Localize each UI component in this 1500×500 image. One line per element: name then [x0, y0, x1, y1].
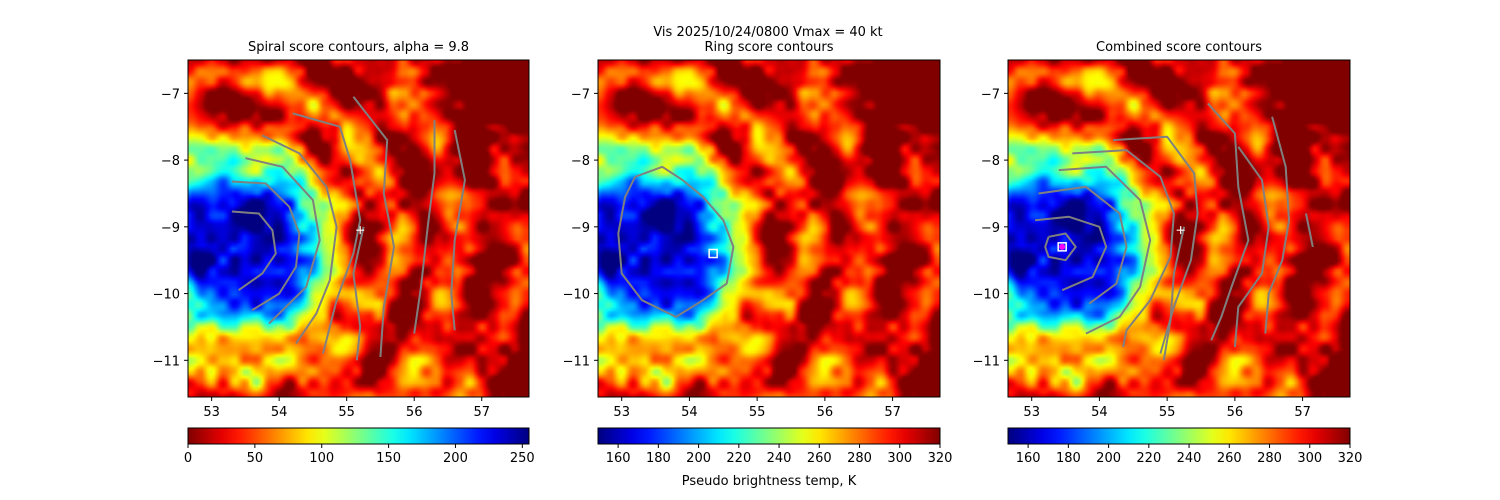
- panel-title-spiral: Spiral score contours, alpha = 9.8: [248, 40, 469, 55]
- xtick-label-ring: 54: [681, 405, 698, 420]
- axes-frame-spiral: [187, 59, 530, 398]
- colorbar-ring: [597, 427, 941, 445]
- contour-combined-2: [1038, 185, 1128, 305]
- ytick-label-ring: −9: [571, 221, 590, 236]
- contour-ring-0: [617, 165, 735, 318]
- ytick-label-ring: −8: [571, 154, 590, 169]
- ring-center-marker: [708, 248, 718, 259]
- colorbar-tick-label-ring: 240: [767, 451, 792, 466]
- contour-spiral-3: [261, 134, 338, 345]
- xtick-label-spiral: 53: [203, 405, 220, 420]
- ytick-label-spiral: −7: [161, 87, 180, 102]
- colorbar-tick-label-spiral: 0: [184, 451, 192, 466]
- panel-combined: Combined score contours 53 54 55 56 57 −7 −8 −9 −…: [973, 40, 1363, 466]
- xtick-label-combined: 55: [1159, 405, 1176, 420]
- colorbar-tick-label-spiral: 150: [376, 451, 401, 466]
- combined-center-dot: [1059, 243, 1066, 250]
- ytick-label-combined: −9: [981, 221, 1000, 236]
- colorbar-tick-label-ring: 260: [807, 451, 832, 466]
- panel-ring: Ring score contours 53 54 55 56 57 −7 −8 −9 −10 −1…: [563, 40, 953, 489]
- combined-square-marker: [1057, 242, 1067, 252]
- colorbar-tick-label-combined: 280: [1257, 451, 1282, 466]
- contour-combined-4: [1072, 149, 1175, 348]
- xtick-label-combined: 56: [1227, 405, 1244, 420]
- ytick-label-spiral: −8: [161, 154, 180, 169]
- colorbar-tick-label-combined: 200: [1096, 451, 1121, 466]
- colorbar-tick-label-ring: 200: [686, 451, 711, 466]
- colorbar-tick-label-combined: 320: [1338, 451, 1363, 466]
- center-cross-marker-spiral: [356, 226, 365, 235]
- xtick-label-combined: 53: [1023, 405, 1040, 420]
- contour-combined-6: [1162, 226, 1186, 361]
- ytick-label-combined: −8: [981, 154, 1000, 169]
- colorbar-tick-label-spiral: 100: [309, 451, 334, 466]
- colorbar-tick-label-ring: 180: [646, 451, 671, 466]
- colorbar-tick-label-combined: 220: [1136, 451, 1161, 466]
- colorbar-tick-label-ring: 280: [847, 451, 872, 466]
- colorbar-tick-label-combined: 160: [1016, 451, 1041, 466]
- contour-spiral-4: [292, 112, 362, 354]
- colorbar-tick-label-ring: 220: [726, 451, 751, 466]
- colorbar-tick-label-ring: 160: [606, 451, 631, 466]
- contour-spiral-1: [231, 180, 301, 312]
- colorbar-tick-label-ring: 320: [928, 451, 953, 466]
- ytick-label-spiral: −11: [153, 354, 180, 369]
- contour-spiral-6: [352, 226, 365, 361]
- panel-title-ring: Ring score contours: [704, 40, 833, 55]
- panel-title-combined: Combined score contours: [1096, 40, 1262, 55]
- ytick-label-ring: −10: [563, 288, 590, 303]
- contour-spiral-8: [450, 129, 466, 331]
- ytick-label-spiral: −10: [153, 288, 180, 303]
- xtick-label-ring: 53: [613, 405, 630, 420]
- contour-combined-3: [1058, 165, 1152, 335]
- ytick-label-spiral: −9: [161, 221, 180, 236]
- axes-frame-ring: [597, 59, 941, 398]
- heatmap-image-ring: [598, 60, 940, 397]
- heatmap-image-combined: [1008, 60, 1350, 397]
- xtick-label-ring: 56: [817, 405, 834, 420]
- xtick-label-spiral: 56: [406, 405, 423, 420]
- contour-spiral-7: [413, 120, 436, 334]
- xtick-label-combined: 54: [1091, 405, 1108, 420]
- ytick-label-combined: −7: [981, 87, 1000, 102]
- colorbar-tick-label-combined: 300: [1297, 451, 1322, 466]
- contour-combined-1: [1035, 215, 1108, 292]
- center-cross-marker-combined: [1176, 226, 1185, 235]
- panel-spiral: Spiral score contours, alpha = 9.8 53 54 55…: [153, 40, 535, 466]
- xtick-label-spiral: 55: [338, 405, 355, 420]
- contour-spiral-2: [245, 157, 321, 325]
- colorbar-spiral: [187, 427, 530, 445]
- colorbar-combined: [1007, 427, 1351, 445]
- xtick-label-ring: 57: [884, 405, 901, 420]
- colorbar-label-ring: Pseudo brightness temp, K: [682, 474, 857, 489]
- colorbar-tick-label-ring: 300: [887, 451, 912, 466]
- contour-combined-7: [1207, 102, 1250, 341]
- contour-combined-5: [1112, 135, 1199, 354]
- contour-combined-0: [1044, 232, 1077, 262]
- contour-combined-10: [1305, 213, 1314, 248]
- contour-combined-8: [1233, 146, 1270, 348]
- colorbar-tick-label-spiral: 200: [443, 451, 468, 466]
- contour-spiral-0: [231, 210, 277, 292]
- colorbar-tick-label-combined: 240: [1177, 451, 1202, 466]
- ytick-label-combined: −11: [973, 354, 1000, 369]
- figure-suptitle: Vis 2025/10/24/0800 Vmax = 40 kt: [653, 25, 882, 40]
- ytick-label-ring: −11: [563, 354, 590, 369]
- ytick-label-combined: −10: [973, 288, 1000, 303]
- xtick-label-ring: 55: [749, 405, 766, 420]
- xtick-label-spiral: 54: [271, 405, 288, 420]
- colorbar-tick-label-spiral: 250: [510, 451, 535, 466]
- xtick-label-spiral: 57: [473, 405, 490, 420]
- contour-combined-9: [1264, 116, 1290, 334]
- colorbar-tick-label-combined: 180: [1056, 451, 1081, 466]
- xtick-label-combined: 57: [1294, 405, 1311, 420]
- ytick-label-ring: −7: [571, 87, 590, 102]
- colorbar-tick-label-combined: 260: [1217, 451, 1242, 466]
- colorbar-tick-label-spiral: 50: [247, 451, 264, 466]
- contour-spiral-5: [352, 96, 395, 358]
- axes-frame-combined: [1007, 59, 1351, 398]
